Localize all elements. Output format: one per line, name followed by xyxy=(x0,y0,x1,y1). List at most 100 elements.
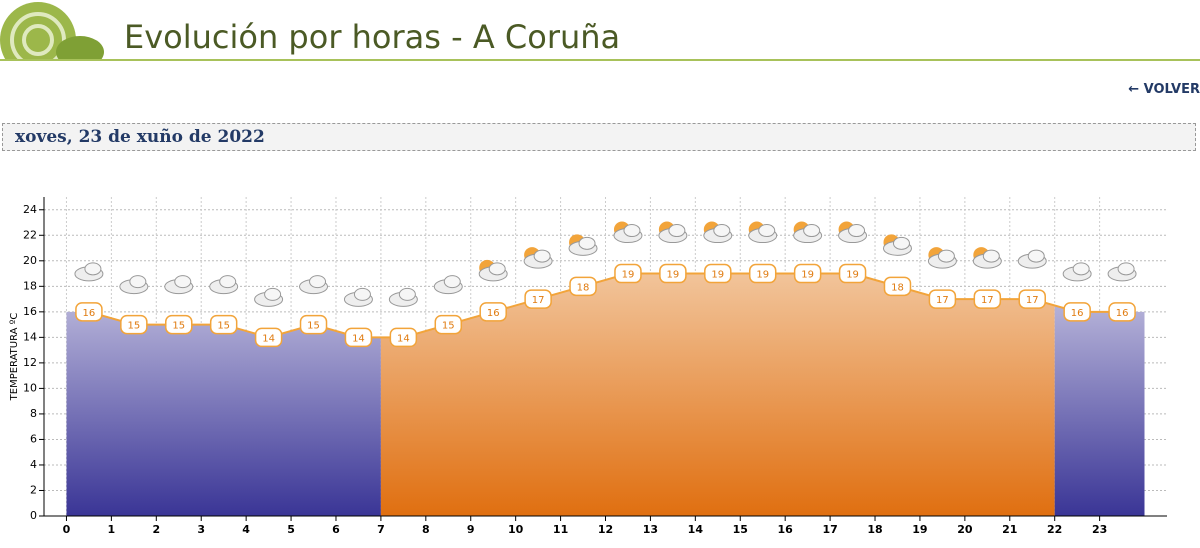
value-label: 19 xyxy=(801,270,814,281)
weather-icon xyxy=(478,259,508,282)
weather-icon xyxy=(793,221,823,244)
y-tick-label: 0 xyxy=(30,509,37,522)
x-tick-label: 17 xyxy=(822,523,837,536)
value-box xyxy=(1018,289,1046,309)
value-box xyxy=(614,263,642,284)
x-tick-label: 5 xyxy=(287,523,295,536)
cloud xyxy=(578,236,596,250)
value-label: 17 xyxy=(1026,295,1039,306)
cloud xyxy=(848,224,866,238)
cloud xyxy=(219,275,237,289)
x-tick-label: 9 xyxy=(467,523,475,536)
value-box xyxy=(254,327,283,348)
x-tick-label: 10 xyxy=(508,523,524,536)
y-tick-label: 8 xyxy=(30,407,37,420)
x-tick-label: 11 xyxy=(553,523,568,536)
weather-icon xyxy=(1017,249,1047,269)
value-box xyxy=(883,276,912,297)
y-tick-label: 14 xyxy=(23,330,37,343)
value-label: 17 xyxy=(936,295,949,306)
value-label: 16 xyxy=(1116,308,1129,319)
x-tick-label: 4 xyxy=(242,523,250,536)
x-tick-label: 20 xyxy=(957,523,973,536)
y-tick-label: 24 xyxy=(23,203,37,216)
value-label: 19 xyxy=(756,270,769,281)
weather-icon xyxy=(74,262,104,282)
y-tick-label: 10 xyxy=(23,381,37,394)
value-label: 19 xyxy=(846,270,859,281)
x-tick-label: 15 xyxy=(733,523,748,536)
value-label: 15 xyxy=(442,321,455,332)
cloud xyxy=(264,287,282,301)
back-link[interactable]: ← VOLVER xyxy=(1128,82,1200,97)
weather-icon xyxy=(1107,262,1137,282)
x-tick-label: 16 xyxy=(778,523,794,536)
back-text[interactable]: VOLVER xyxy=(1143,82,1200,97)
weather-icon xyxy=(613,221,643,244)
x-tick-label: 22 xyxy=(1047,523,1062,536)
value-box xyxy=(1108,302,1136,322)
weather-icon xyxy=(882,234,912,256)
x-tick-label: 12 xyxy=(598,523,613,536)
value-label: 15 xyxy=(307,321,320,332)
cloud xyxy=(937,249,955,263)
value-label: 15 xyxy=(127,321,140,332)
cloud xyxy=(1027,249,1045,263)
value-label: 19 xyxy=(622,270,635,281)
night-fill xyxy=(1054,273,1145,516)
header-rule xyxy=(0,59,1200,61)
y-tick-label: 18 xyxy=(23,279,37,292)
value-label: 16 xyxy=(83,308,96,319)
value-label: 15 xyxy=(217,321,230,332)
value-label: 16 xyxy=(1071,308,1084,319)
value-box xyxy=(793,263,822,284)
value-box xyxy=(75,302,103,322)
weather-icon xyxy=(164,275,194,295)
x-tick-label: 6 xyxy=(332,523,340,536)
value-box xyxy=(165,314,193,335)
weather-icon xyxy=(343,287,373,307)
value-box xyxy=(479,302,507,322)
x-tick-label: 18 xyxy=(867,523,882,536)
cloud xyxy=(174,275,192,289)
value-box xyxy=(748,263,777,284)
value-label: 17 xyxy=(981,295,994,306)
y-tick-label: 22 xyxy=(23,228,37,241)
value-label: 19 xyxy=(667,270,680,281)
x-tick-label: 23 xyxy=(1092,523,1107,536)
value-box xyxy=(344,327,373,348)
weather-icon xyxy=(703,221,733,244)
y-tick-label: 2 xyxy=(30,483,37,496)
value-box xyxy=(389,327,418,348)
weather-icon xyxy=(209,275,239,295)
value-box xyxy=(659,263,687,284)
weather-icon xyxy=(658,221,688,244)
y-tick-label: 6 xyxy=(30,432,37,445)
value-label: 14 xyxy=(397,333,410,344)
value-label: 19 xyxy=(711,270,724,281)
weather-icon xyxy=(433,275,463,295)
weather-icon xyxy=(254,287,284,307)
value-box xyxy=(434,314,463,335)
x-tick-label: 3 xyxy=(197,523,205,536)
cloud xyxy=(892,236,910,250)
x-tick-label: 19 xyxy=(912,523,927,536)
cloud xyxy=(84,262,102,276)
y-tick-label: 12 xyxy=(23,356,37,369)
cloud xyxy=(1072,262,1090,276)
cloud xyxy=(443,275,461,289)
day-fill xyxy=(380,273,1055,516)
area xyxy=(66,273,1145,516)
weather-icon xyxy=(119,275,149,295)
value-box xyxy=(928,289,957,309)
value-box xyxy=(524,289,552,309)
value-label: 18 xyxy=(891,282,904,293)
cloud xyxy=(803,224,821,238)
value-box xyxy=(704,263,732,284)
logo xyxy=(0,2,104,60)
y-axis-label: TEMPERATURA ºC xyxy=(9,313,20,402)
x-tick-label: 14 xyxy=(688,523,704,536)
value-box xyxy=(838,263,867,284)
value-label: 17 xyxy=(532,295,545,306)
